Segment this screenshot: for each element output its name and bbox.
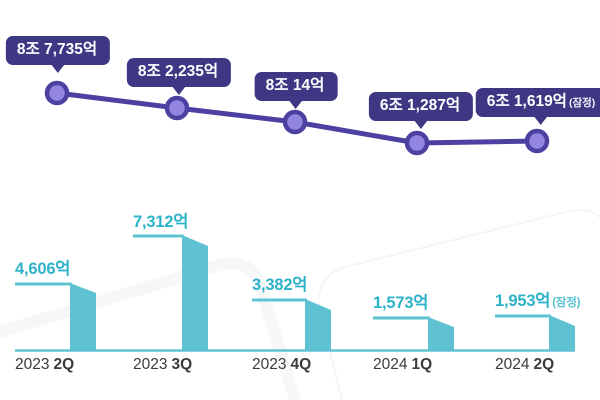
axis-year: 2023: [133, 356, 168, 373]
bar-value-2023-4q: 3,382억: [252, 274, 309, 298]
line-callout-2024-1q: 6조 1,287억: [368, 92, 474, 121]
bar: [305, 299, 331, 350]
data-point-marker: [404, 130, 430, 156]
axis-year: 2024: [495, 356, 530, 373]
callout-value: 6조 1,619억: [486, 93, 567, 110]
line-callout-2023-2q: 8조 7,735억: [5, 36, 111, 65]
data-point-marker: [282, 109, 308, 135]
axis-label-2023-4q: 2023 4Q: [252, 356, 311, 374]
callout-value: 6조 1,287억: [379, 97, 461, 114]
line-callout-2023-4q: 8조 14억: [254, 72, 338, 101]
bar: [182, 235, 208, 350]
axis-year: 2023: [15, 356, 50, 373]
bar-value: 3,382억: [252, 276, 308, 294]
bar-value-2024-1q: 1,573억: [373, 292, 430, 316]
bar-value: 4,606억: [15, 260, 71, 278]
callout-value: 8조 7,735억: [16, 41, 98, 58]
axis-quarter: 3Q: [171, 356, 193, 373]
bar-chart-group: [15, 234, 575, 352]
callout-value: 8조 2,235억: [137, 63, 219, 80]
bar-value: 1,573억: [373, 294, 429, 312]
bar: [428, 317, 454, 350]
axis-label-2024-2q: 2024 2Q: [495, 356, 554, 374]
axis-label-2024-1q: 2024 1Q: [373, 356, 432, 374]
line-callout-2023-3q: 8조 2,235억: [126, 58, 232, 87]
axis-quarter: 2Q: [533, 356, 555, 373]
callout-value: 8조 14억: [265, 77, 325, 94]
callout-note: (잠정): [568, 97, 596, 109]
data-point-marker: [524, 128, 550, 154]
bar-value: 7,312억: [133, 213, 189, 231]
line-callout-2024-2q: 6조 1,619억 (잠정): [475, 88, 600, 117]
bar-value-2024-2q: 1,953억 (잠정): [495, 290, 581, 314]
data-point-marker: [44, 80, 70, 106]
bar: [549, 315, 575, 350]
axis-quarter: 4Q: [290, 356, 312, 373]
axis-quarter: 2Q: [53, 356, 75, 373]
data-point-marker: [164, 95, 190, 121]
bar-value-note: (잠정): [552, 297, 581, 309]
bar-value: 1,953억: [495, 292, 551, 310]
bar: [70, 283, 96, 350]
axis-year: 2024: [373, 356, 408, 373]
axis-year: 2023: [252, 356, 287, 373]
axis-quarter: 1Q: [411, 356, 433, 373]
bar-value-2023-2q: 4,606억: [15, 258, 72, 282]
axis-label-2023-3q: 2023 3Q: [133, 356, 192, 374]
bar-value-2023-3q: 7,312억: [133, 211, 190, 235]
axis-label-2023-2q: 2023 2Q: [15, 356, 74, 374]
